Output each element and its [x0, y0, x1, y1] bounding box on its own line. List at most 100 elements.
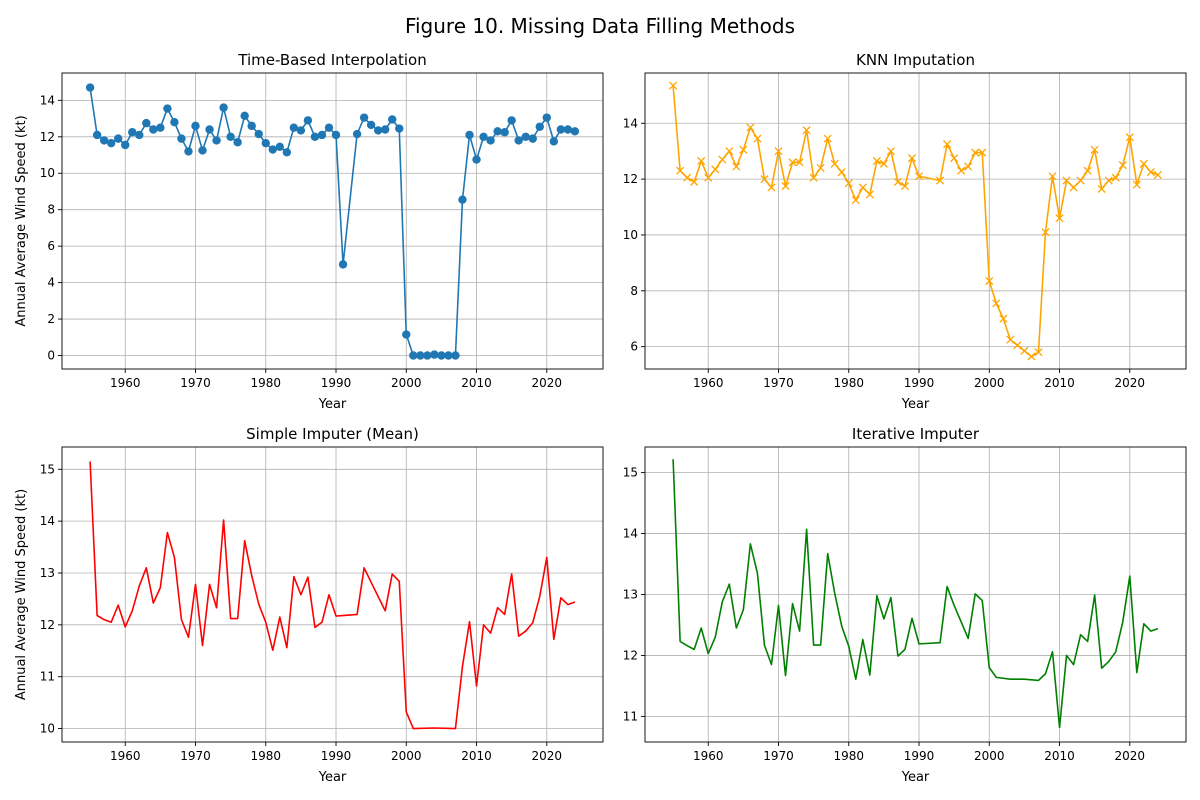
- x-tick-label: 1980: [250, 749, 281, 763]
- data-point: [872, 156, 881, 166]
- data-point: [893, 177, 902, 186]
- y-tick-label: 13: [623, 588, 638, 602]
- data-point: [542, 113, 551, 122]
- x-tick-label: 2010: [1044, 376, 1075, 390]
- data-point: [851, 195, 860, 205]
- y-tick-label: 12: [623, 648, 638, 662]
- data-point: [121, 140, 130, 150]
- x-tick-label: 2010: [461, 749, 492, 763]
- data-point: [760, 175, 769, 184]
- data-point: [879, 159, 888, 168]
- y-tick-label: 8: [630, 284, 638, 298]
- x-tick-label: 1980: [250, 376, 281, 390]
- data-point: [683, 173, 692, 182]
- data-point: [1090, 145, 1099, 154]
- x-axis-label: Year: [901, 770, 930, 785]
- data-point: [704, 173, 713, 182]
- x-axis-label: Year: [901, 397, 930, 412]
- data-point: [99, 136, 109, 145]
- data-point: [366, 120, 376, 130]
- x-tick-label: 2000: [391, 376, 422, 390]
- data-point: [985, 276, 994, 286]
- data-point: [535, 122, 544, 131]
- data-point: [1146, 168, 1155, 177]
- data-point: [1125, 133, 1134, 142]
- data-point: [1034, 348, 1043, 357]
- x-tick-label: 1980: [833, 749, 864, 763]
- data-point: [830, 159, 839, 168]
- x-tick-label: 1960: [110, 376, 141, 390]
- x-tick-label: 2010: [1044, 749, 1075, 763]
- series-line: [672, 459, 1159, 729]
- data-point: [289, 123, 299, 132]
- data-point: [507, 116, 516, 125]
- y-axis-label: Annual Average Wind Speed (kt): [14, 489, 29, 700]
- data-point: [1055, 214, 1064, 223]
- x-tick-label: 1990: [321, 376, 352, 390]
- data-point: [563, 125, 573, 134]
- data-point: [1020, 346, 1029, 355]
- data-point: [142, 118, 151, 128]
- figure-title: Figure 10. Missing Data Filling Methods: [405, 14, 795, 38]
- x-tick-label: 1990: [904, 749, 935, 763]
- x-tick-label: 1960: [110, 749, 141, 763]
- x-tick-label: 1960: [693, 749, 724, 763]
- data-point: [1132, 180, 1141, 189]
- data-point: [999, 314, 1008, 323]
- subplot-2: 1960 1970 1980 1990 2000 2010 2020 6 8 10 12 14 KNN …: [623, 51, 1187, 412]
- data-point: [837, 168, 846, 177]
- data-point: [373, 126, 383, 135]
- data-point: [388, 115, 397, 124]
- axes-frame: [61, 446, 604, 743]
- data-point: [163, 104, 172, 113]
- data-point: [943, 140, 952, 149]
- data-point: [149, 125, 158, 134]
- data-point: [191, 121, 200, 131]
- data-point: [212, 136, 221, 145]
- data-point: [746, 123, 755, 132]
- data-point: [128, 128, 137, 137]
- y-tick-label: 13: [40, 566, 55, 580]
- data-point: [416, 351, 425, 360]
- x-tick-label: 2000: [391, 749, 422, 763]
- data-point: [1013, 341, 1022, 350]
- data-point: [261, 138, 270, 148]
- data-point: [809, 173, 818, 182]
- y-tick-label: 15: [623, 466, 638, 480]
- data-point: [380, 125, 390, 134]
- x-tick-label: 2020: [1115, 376, 1146, 390]
- data-point: [493, 127, 502, 136]
- subplot-title: Time-Based Interpolation: [237, 51, 426, 69]
- data-point: [465, 130, 474, 140]
- data-point: [1111, 173, 1120, 182]
- data-point: [135, 130, 144, 140]
- data-point: [865, 190, 874, 199]
- y-tick-label: 10: [40, 166, 55, 180]
- data-point: [556, 125, 566, 134]
- y-tick-label: 11: [40, 670, 55, 684]
- y-tick-label: 14: [623, 116, 638, 130]
- data-point: [430, 350, 439, 359]
- data-point: [444, 351, 453, 360]
- x-tick-label: 1960: [693, 376, 724, 390]
- data-point: [282, 148, 292, 157]
- data-point: [1062, 176, 1071, 185]
- data-point: [1139, 159, 1148, 168]
- data-point: [907, 154, 917, 163]
- series-line: [89, 461, 576, 730]
- data-point: [914, 172, 924, 181]
- data-point: [324, 123, 334, 132]
- axes-frame: [61, 72, 604, 370]
- y-axis-label: Annual Average Wind Speed (kt): [14, 115, 29, 326]
- data-point: [725, 147, 734, 156]
- data-point: [184, 147, 193, 156]
- data-point: [788, 158, 797, 167]
- y-tick-label: 0: [47, 349, 55, 363]
- x-tick-label: 2000: [974, 749, 1005, 763]
- subplot-4: 1960 1970 1980 1990 2000 2010 2020 11 12 13 14 15 It…: [623, 425, 1187, 785]
- data-point: [1048, 172, 1057, 181]
- data-point: [170, 118, 179, 127]
- data-point: [409, 351, 418, 360]
- data-point: [900, 182, 910, 191]
